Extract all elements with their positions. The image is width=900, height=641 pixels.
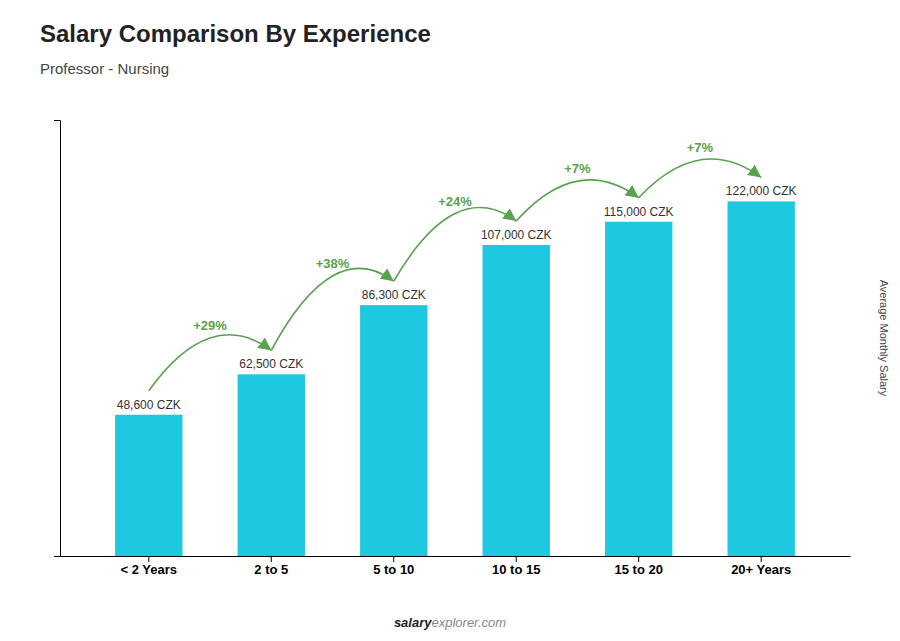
annotation-arrow — [271, 268, 393, 350]
annotation-arrow — [639, 159, 761, 198]
x-tick-mark — [393, 556, 394, 562]
bar — [728, 201, 795, 556]
data-labels: 48,600 CZK 62,500 CZK 86,300 CZK 107,000 CZ… — [117, 184, 797, 411]
x-tick-label: < 2 Years — [121, 562, 178, 577]
x-tick-mark — [516, 556, 517, 562]
x-tick-label: 10 to 15 — [492, 562, 540, 577]
x-tick-mark — [638, 556, 639, 562]
footer-part: salary — [394, 615, 432, 630]
x-tick-label: 5 to 10 — [373, 562, 414, 577]
annotation-arrow — [394, 208, 516, 282]
x-tick-label: 20+ Years — [731, 562, 791, 577]
title: Salary Comparison By Experience — [40, 20, 431, 47]
annotation-label: +7% — [564, 161, 591, 176]
bar — [360, 305, 427, 556]
annotation-label: +7% — [687, 140, 714, 155]
bar — [605, 222, 672, 556]
x-tick-label: 2 to 5 — [254, 562, 288, 577]
data-label: 107,000 CZK — [481, 228, 552, 242]
x-tick: 2 to 5 — [254, 556, 288, 577]
x-tick: 15 to 20 — [615, 556, 663, 577]
x-axis: < 2 Years 2 to 5 5 to 10 10 to 15 15 to 20 20… — [61, 556, 851, 577]
annotation-label: +29% — [193, 318, 227, 333]
x-tick-mark — [148, 556, 149, 562]
data-label: 62,500 CZK — [239, 357, 303, 371]
data-label: 86,300 CZK — [362, 288, 426, 302]
annotation-arrow — [516, 180, 638, 221]
x-axis-line — [61, 556, 851, 557]
x-tick: 10 to 15 — [492, 556, 540, 577]
bar — [238, 374, 305, 556]
annotations: +29% +38% +24% +7% +7% — [149, 140, 761, 391]
bar — [115, 415, 182, 556]
y-axis-title: Average Monthly Salary — [878, 280, 890, 397]
annotation-label: +38% — [316, 256, 350, 271]
x-tick-mark — [271, 556, 272, 562]
x-tick: 5 to 10 — [373, 556, 414, 577]
x-tick-mark — [761, 556, 762, 562]
y-axis — [54, 121, 61, 557]
annotation-label: +24% — [438, 194, 472, 209]
footer-part: explorer.com — [431, 615, 506, 630]
chart: < 2 Years 2 to 5 5 to 10 10 to 15 15 to 20 20… — [0, 0, 900, 641]
annotation-arrow — [149, 335, 271, 391]
x-tick: < 2 Years — [121, 556, 178, 577]
x-tick-label: 15 to 20 — [615, 562, 663, 577]
subtitle: Professor - Nursing — [40, 60, 169, 77]
y-axis-line — [54, 121, 61, 557]
data-label: 122,000 CZK — [726, 184, 797, 198]
data-label: 115,000 CZK — [604, 205, 674, 219]
data-label: 48,600 CZK — [117, 398, 181, 412]
footer: salaryexplorer.com — [394, 615, 506, 630]
plot-area — [115, 201, 795, 556]
x-tick: 20+ Years — [731, 556, 791, 577]
bar — [483, 245, 550, 556]
